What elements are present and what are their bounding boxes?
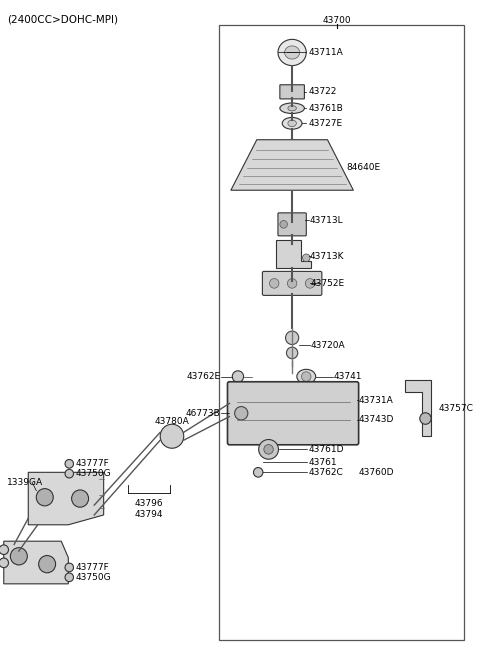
Ellipse shape [288,120,296,127]
Text: 43720A: 43720A [311,340,346,350]
Text: 43752E: 43752E [311,279,345,288]
FancyBboxPatch shape [280,85,304,99]
Circle shape [301,372,311,381]
Text: 43743D: 43743D [359,415,395,424]
Text: 43757C: 43757C [438,403,473,413]
Bar [219,25,464,640]
Circle shape [288,279,297,288]
Text: 43761D: 43761D [308,445,344,454]
Text: 43777F: 43777F [75,459,109,468]
Polygon shape [231,140,353,190]
Text: 43750G: 43750G [75,469,111,478]
Text: 43762E: 43762E [186,372,220,381]
Text: 43761B: 43761B [309,104,343,113]
Ellipse shape [282,117,302,129]
Text: 43761: 43761 [308,458,337,467]
Ellipse shape [297,369,316,384]
Text: 43762C: 43762C [308,468,343,477]
Ellipse shape [278,39,306,66]
Circle shape [280,220,288,228]
Polygon shape [276,240,311,268]
Circle shape [302,254,310,262]
FancyBboxPatch shape [228,382,359,445]
Circle shape [420,413,431,424]
Text: 43760D: 43760D [359,468,395,477]
Circle shape [264,445,273,454]
Text: 43700: 43700 [323,16,351,26]
Circle shape [287,347,298,359]
Circle shape [11,548,27,565]
Text: (2400CC>DOHC-MPI): (2400CC>DOHC-MPI) [7,14,118,24]
Ellipse shape [288,106,296,111]
Circle shape [72,490,89,507]
Polygon shape [28,472,104,525]
Circle shape [65,563,73,572]
Text: 43796: 43796 [134,499,163,508]
Text: 43713L: 43713L [310,216,344,225]
FancyBboxPatch shape [263,272,322,295]
Text: 43731A: 43731A [359,396,394,405]
Text: 43727E: 43727E [309,119,343,128]
Polygon shape [405,380,431,436]
Circle shape [65,459,73,468]
Ellipse shape [285,46,300,59]
Circle shape [65,469,73,478]
Text: 43777F: 43777F [75,563,109,572]
Circle shape [269,279,279,288]
Ellipse shape [259,440,278,459]
Circle shape [65,573,73,582]
Text: 43780A: 43780A [155,417,189,426]
Circle shape [36,489,53,506]
Circle shape [160,424,184,448]
Ellipse shape [280,103,304,113]
Circle shape [305,279,315,288]
Circle shape [0,558,9,567]
Circle shape [286,331,299,344]
Text: 43794: 43794 [134,510,163,519]
Circle shape [38,556,56,573]
Polygon shape [4,541,68,584]
Text: 43713K: 43713K [310,252,345,261]
Text: 84640E: 84640E [346,163,381,172]
Text: 43741: 43741 [334,372,362,381]
Text: 46773B: 46773B [186,409,220,418]
Circle shape [0,545,9,554]
FancyBboxPatch shape [278,213,306,236]
Text: 1339GA: 1339GA [7,478,43,487]
Circle shape [253,468,263,477]
Circle shape [232,371,243,382]
Text: 43711A: 43711A [309,48,343,57]
Text: 43750G: 43750G [75,573,111,582]
Circle shape [235,407,248,420]
Text: 43722: 43722 [309,87,337,96]
